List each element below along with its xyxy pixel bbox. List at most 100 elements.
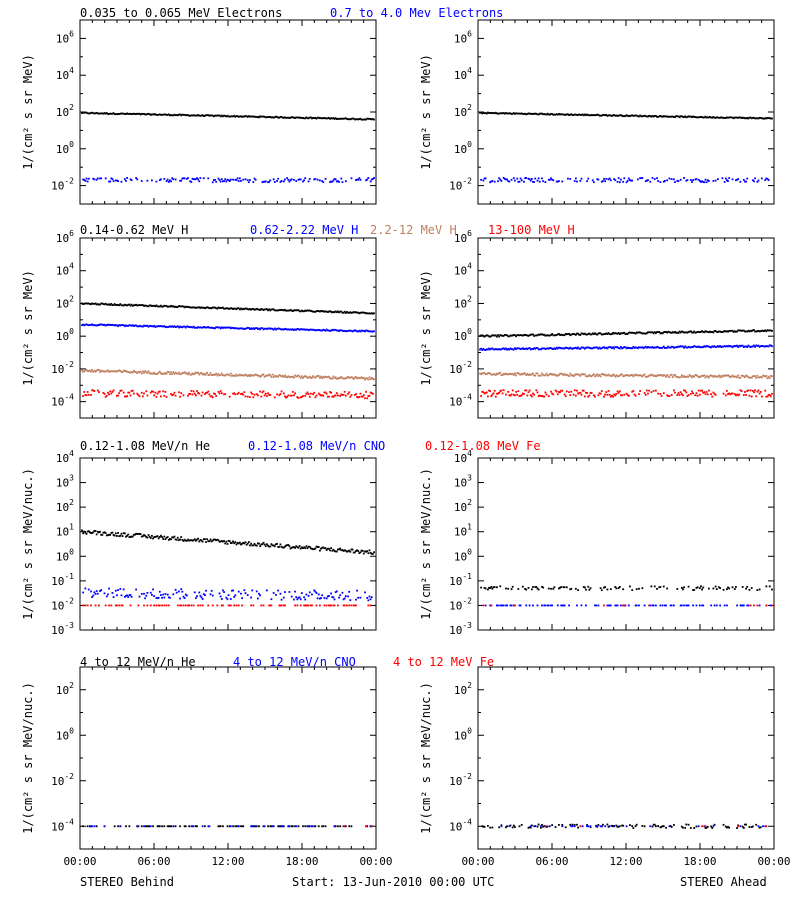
data-point [589, 587, 592, 590]
data-point [116, 394, 118, 397]
data-point [744, 180, 746, 183]
data-point [260, 307, 263, 310]
data-point [603, 604, 605, 607]
data-point [216, 326, 219, 329]
data-point [748, 588, 751, 591]
data-point [592, 333, 595, 335]
data-point [707, 331, 710, 334]
data-point [226, 373, 229, 376]
data-point [600, 347, 603, 350]
data-point [194, 178, 197, 180]
data-point [224, 393, 227, 396]
data-point [741, 329, 744, 332]
data-point [138, 112, 141, 115]
data-point [594, 375, 596, 378]
data-point [123, 532, 126, 535]
data-point [321, 394, 324, 397]
data-point [88, 531, 91, 534]
data-point [579, 347, 582, 350]
data-point [368, 376, 371, 379]
data-point [324, 391, 327, 394]
data-point [225, 180, 228, 183]
data-point [320, 547, 322, 550]
data-point [200, 306, 203, 309]
data-point [514, 604, 516, 607]
data-point [618, 374, 621, 377]
data-point [144, 325, 147, 327]
data-point [291, 375, 294, 378]
data-point [303, 328, 306, 331]
data-point [711, 331, 714, 333]
data-point [229, 825, 232, 828]
data-point [139, 370, 142, 373]
data-point [346, 604, 348, 607]
data-point [539, 348, 542, 351]
data-point [597, 824, 600, 826]
data-point [665, 346, 667, 349]
data-point [581, 825, 584, 828]
data-point [214, 306, 216, 309]
data-point [317, 825, 320, 828]
data-point [180, 326, 183, 329]
data-point [308, 591, 311, 594]
data-point [544, 113, 547, 116]
data-point [83, 302, 86, 305]
data-point [620, 373, 622, 376]
data-point [313, 548, 316, 551]
data-point [304, 328, 307, 331]
data-point [730, 375, 733, 378]
data-point [326, 376, 329, 379]
data-point [680, 604, 683, 607]
data-point [309, 547, 312, 550]
data-point [501, 392, 504, 395]
data-point [227, 373, 230, 376]
data-point [178, 391, 180, 394]
data-point [616, 332, 619, 335]
data-point [498, 348, 501, 351]
data-point [263, 543, 266, 546]
data-point [636, 347, 639, 350]
data-point [519, 177, 522, 180]
data-point [241, 115, 243, 118]
data-point [194, 326, 197, 329]
data-point [249, 375, 251, 377]
data-point [120, 389, 123, 392]
data-point [749, 604, 752, 607]
data-point [338, 548, 340, 551]
data-point [278, 116, 281, 119]
data-point [771, 375, 773, 378]
data-point [191, 393, 194, 396]
data-point [654, 825, 657, 828]
data-point [304, 394, 307, 397]
data-point [361, 118, 364, 121]
data-point [337, 377, 339, 380]
data-point [765, 395, 768, 398]
data-point [651, 115, 654, 117]
data-point [224, 326, 227, 329]
data-point [529, 333, 532, 336]
data-point [652, 115, 655, 118]
data-point [701, 604, 704, 607]
data-point [180, 372, 183, 375]
data-point [150, 113, 153, 116]
series-0 [479, 111, 773, 120]
data-point [140, 180, 143, 182]
data-point [551, 373, 554, 376]
data-point [228, 307, 231, 310]
data-point [587, 375, 590, 378]
data-point [684, 376, 687, 378]
data-point [739, 116, 742, 119]
data-point [170, 538, 172, 541]
data-point [539, 333, 542, 336]
data-point [233, 114, 236, 117]
data-point [539, 112, 542, 115]
data-point [153, 595, 156, 598]
data-point [496, 112, 498, 115]
data-point [514, 334, 516, 337]
data-point [156, 392, 159, 395]
data-point [727, 586, 729, 589]
data-point [263, 394, 266, 397]
data-point [273, 396, 276, 399]
data-point [756, 374, 759, 377]
data-point [368, 330, 371, 333]
